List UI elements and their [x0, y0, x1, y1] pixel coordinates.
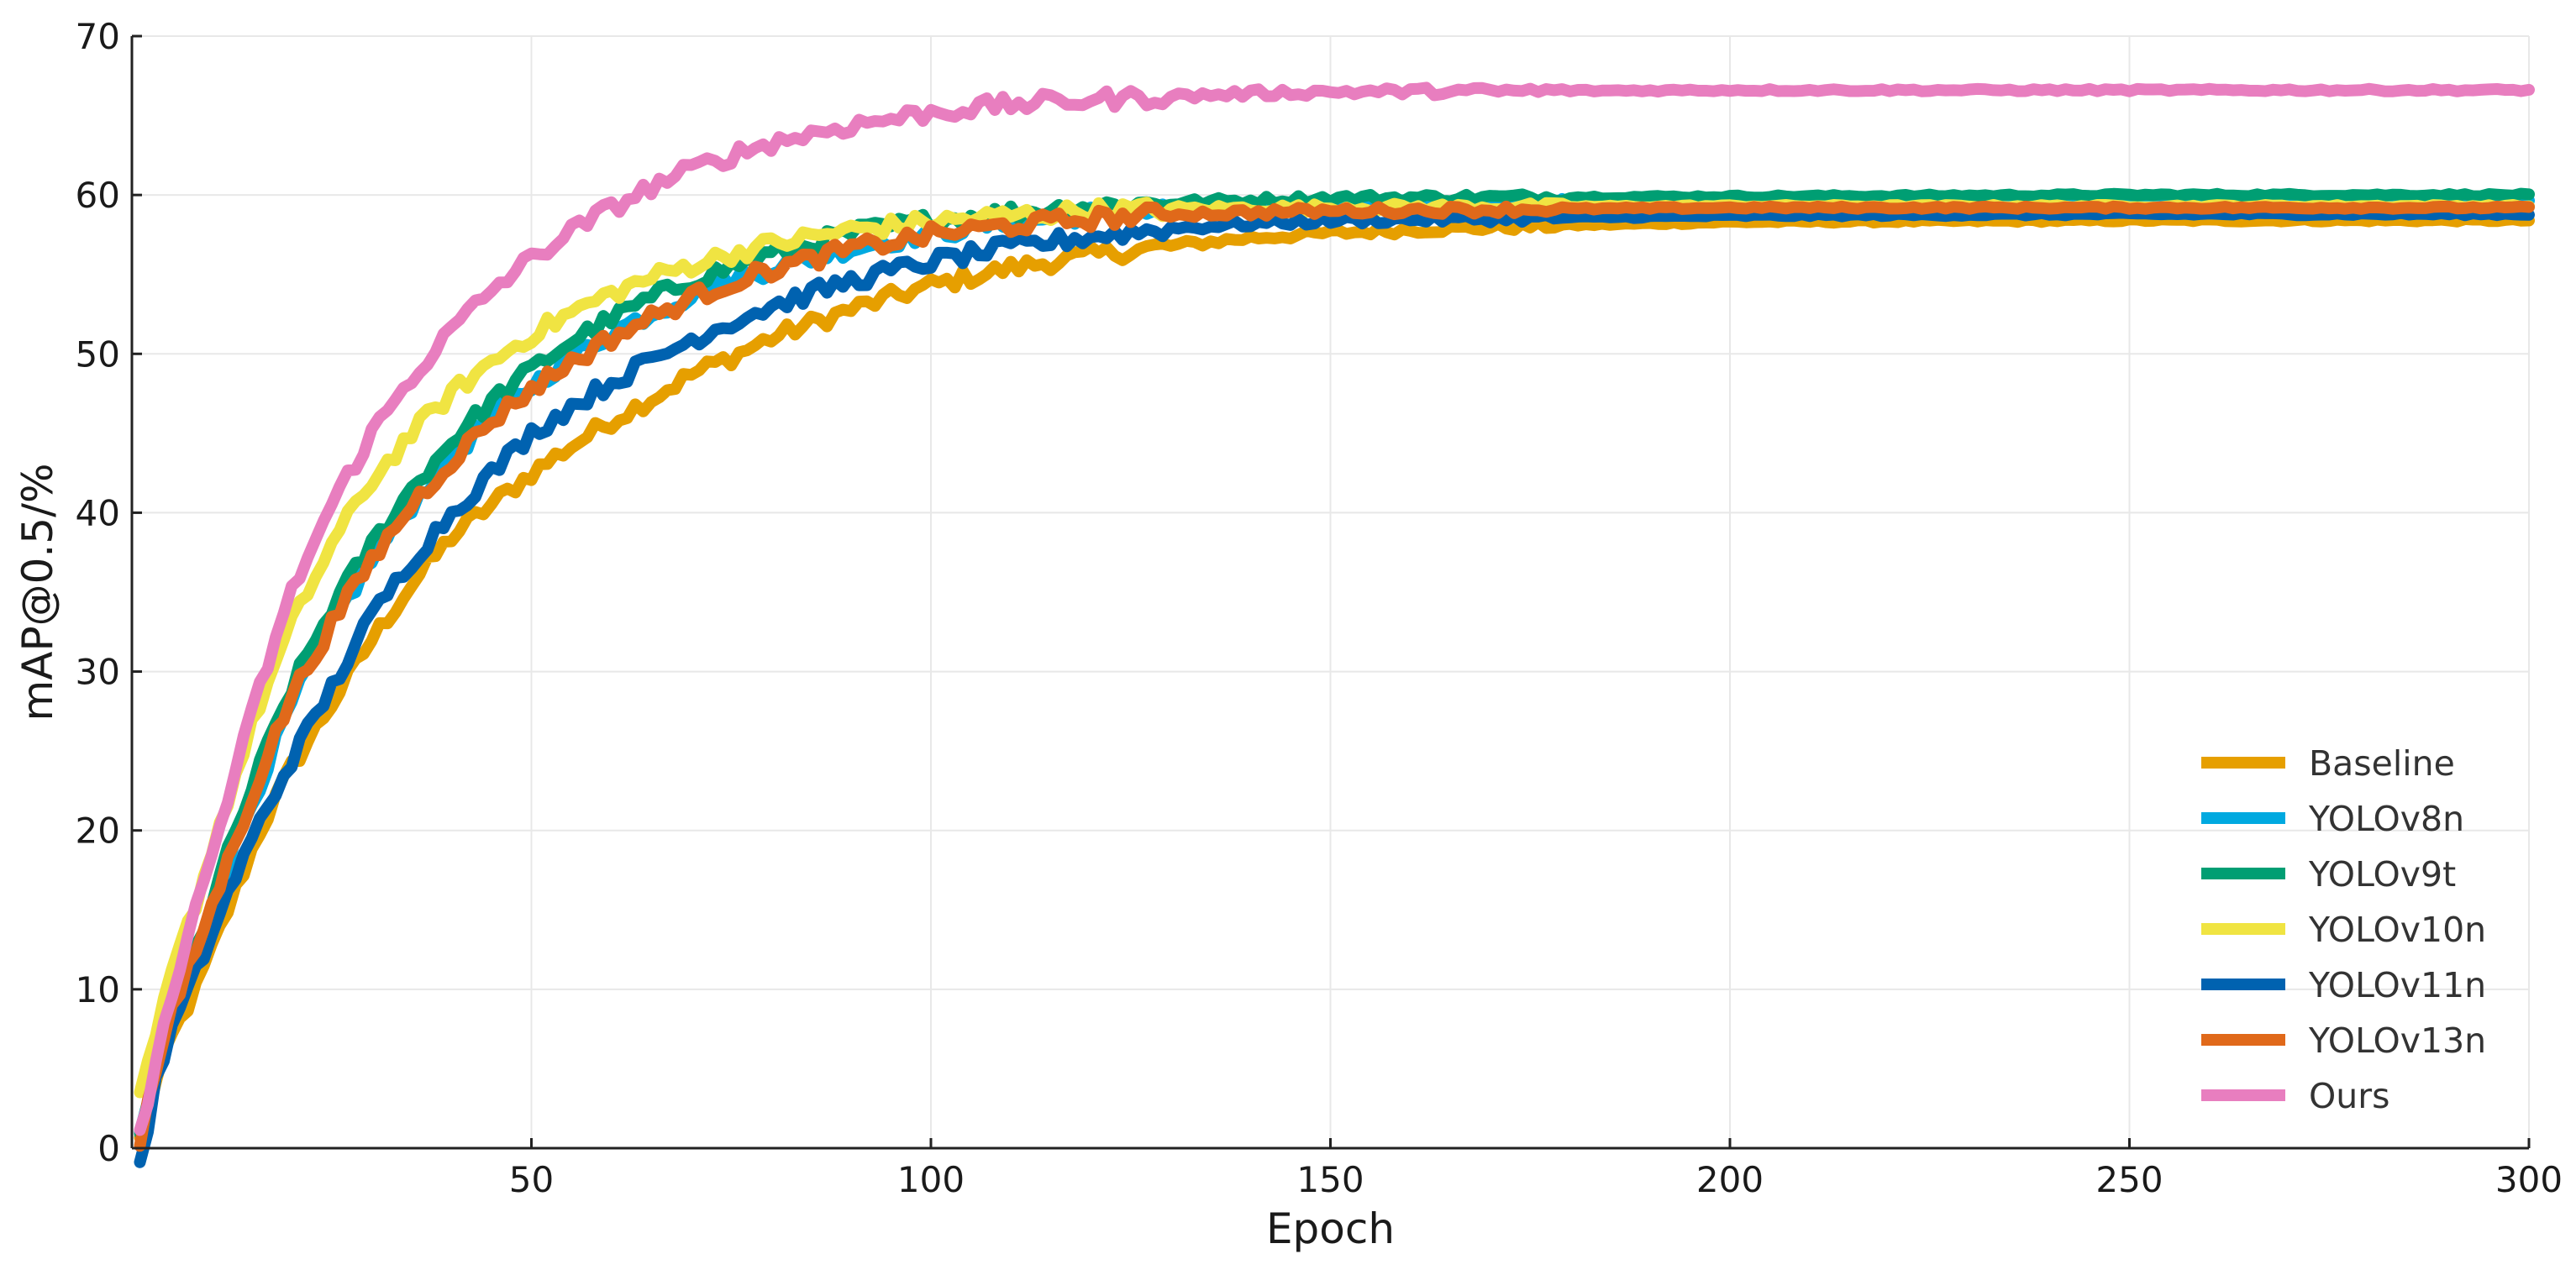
series-line-yolov8n: [134, 193, 2535, 1138]
x-tick-label-150: 150: [1296, 1159, 1364, 1200]
y-axis-title: mAP@0.5/%: [13, 464, 62, 721]
legend-label-yolov8n: YOLOv8n: [2308, 799, 2464, 839]
y-tick-label-50: 50: [76, 333, 120, 375]
series-lines: [134, 81, 2535, 1168]
legend: Baseline YOLOv8n YOLOv9t YOLOv10n YOLOv11n YO…: [2201, 743, 2486, 1116]
y-axis-ticks: 0 10 20 30 40 50 60 70: [76, 16, 142, 1169]
x-tick-label-250: 250: [2095, 1159, 2163, 1200]
legend-label-ours: Ours: [2309, 1076, 2389, 1116]
legend-label-yolov9t: YOLOv9t: [2308, 854, 2456, 895]
y-tick-label-70: 70: [76, 16, 120, 57]
y-tick-label-20: 20: [76, 811, 120, 852]
y-tick-label-40: 40: [76, 492, 120, 533]
legend-label-yolov10n: YOLOv10n: [2308, 910, 2486, 950]
series-line-ours: [134, 81, 2535, 1136]
y-tick-label-60: 60: [76, 175, 120, 216]
legend-label-yolov13n: YOLOv13n: [2308, 1021, 2486, 1061]
x-tick-label-200: 200: [1696, 1159, 1764, 1200]
series-line-yolov13n: [134, 200, 2535, 1152]
legend-label-baseline: Baseline: [2309, 743, 2455, 784]
x-tick-label-100: 100: [897, 1159, 965, 1200]
legend-label-yolov11n: YOLOv11n: [2308, 965, 2486, 1005]
y-tick-label-0: 0: [97, 1128, 120, 1169]
x-axis-ticks: 50 100 150 200 250 300: [509, 1138, 2563, 1200]
x-tick-label-50: 50: [509, 1159, 554, 1200]
x-tick-label-300: 300: [2495, 1159, 2563, 1200]
x-axis-title: Epoch: [1266, 1204, 1395, 1253]
series-line-baseline: [134, 212, 2535, 1144]
y-tick-label-30: 30: [76, 652, 120, 693]
series-line-yolov10n: [134, 197, 2535, 1099]
series-line-yolov9t: [134, 187, 2535, 1140]
y-tick-label-10: 10: [76, 969, 120, 1010]
